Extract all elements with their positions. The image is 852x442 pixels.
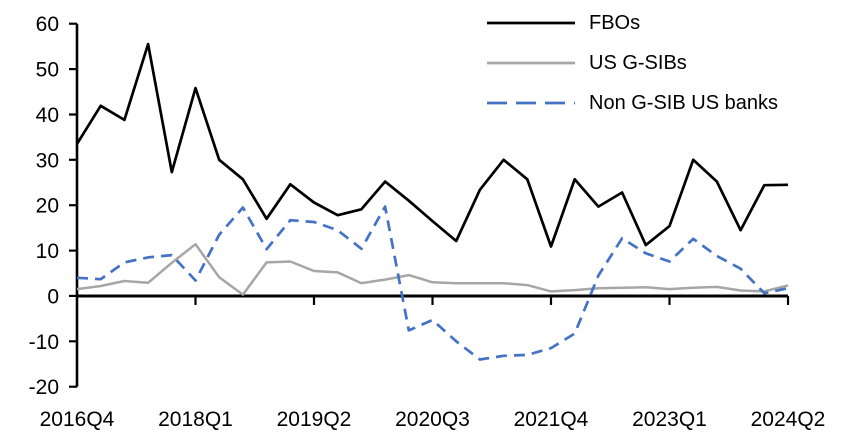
x-tick-label: 2016Q4 <box>40 408 115 431</box>
non-gsib-us-banks-line-sample-icon <box>487 101 575 105</box>
y-tick-label: -20 <box>29 376 59 399</box>
legend-entry-fbos: FBOs <box>487 3 778 43</box>
y-tick-label: 50 <box>36 59 59 82</box>
y-tick-label: 20 <box>36 195 59 218</box>
legend-label-us-gsibs: US G-SIBs <box>589 51 687 74</box>
legend: FBOs US G-SIBs Non G-SIB US banks <box>487 3 778 123</box>
x-tick-label: 2023Q1 <box>632 408 707 431</box>
y-axis: 60 50 40 30 20 10 0 -10 -20 <box>29 13 79 399</box>
legend-label-fbos: FBOs <box>589 11 641 34</box>
series-fbos <box>75 42 789 248</box>
x-tick-label: 2021Q4 <box>514 408 589 431</box>
y-tick-label: 10 <box>36 240 59 263</box>
legend-label-non-gsib-us-banks: Non G-SIB US banks <box>589 91 778 114</box>
fbos-line-sample-icon <box>487 21 575 25</box>
series-non-g-sib-us-banks <box>76 205 789 361</box>
series-us-g-sibs <box>76 242 789 296</box>
y-tick-label: 40 <box>36 104 59 127</box>
y-tick-label: 30 <box>36 149 59 172</box>
x-tick-label: 2019Q2 <box>277 408 352 431</box>
us-gsibs-line-sample-icon <box>487 61 575 65</box>
legend-entry-non-gsib-us-banks: Non G-SIB US banks <box>487 83 778 123</box>
x-axis: 2016Q4 2018Q1 2019Q2 2020Q3 2021Q4 2023Q1 2024… <box>40 294 826 431</box>
x-tick-label: 2024Q2 <box>751 408 826 431</box>
legend-entry-us-gsibs: US G-SIBs <box>487 43 778 83</box>
y-tick-label: 0 <box>47 285 59 308</box>
x-tick-label: 2018Q1 <box>158 408 233 431</box>
y-tick-label: 60 <box>36 13 59 36</box>
x-tick-label: 2020Q3 <box>395 408 470 431</box>
y-tick-label: -10 <box>29 331 59 354</box>
